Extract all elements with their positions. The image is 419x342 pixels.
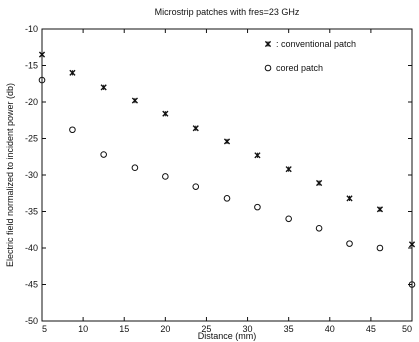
y-tick-label: -45 [25,280,38,290]
legend-marker [264,64,272,72]
cored-point [346,240,353,247]
cored-point [131,164,139,171]
cored-point [69,126,76,134]
cored-point [38,76,46,84]
legend-marker [264,40,272,48]
conventional-point [69,69,76,76]
conventional-point [223,138,231,145]
cored-point [254,203,261,211]
x-tick-label: 10 [78,324,88,334]
x-axis-label: Distance (mm) [198,331,257,341]
cored-point [285,215,292,223]
y-tick-label: -50 [25,316,38,326]
x-tick-label: 45 [366,324,376,334]
y-axis-label: Electric field normalized to incident po… [5,83,15,267]
y-tick-label: -25 [25,134,38,144]
series-conventional [38,51,416,248]
conventional-point [192,125,199,132]
x-tick-label: 25 [201,324,211,334]
y-tick-label: -20 [25,97,38,107]
series-cored [38,76,416,288]
plot-area [41,28,413,322]
cored-point [315,224,323,232]
legend-label: cored patch [276,63,323,73]
conventional-point [162,110,169,117]
cored-point [192,183,200,190]
conventional-point [100,84,107,91]
cored-point [408,281,416,288]
cored-point [223,195,231,202]
chart-title: Microstrip patches with fres=23 GHz [155,7,300,17]
x-tick-label: 35 [284,324,294,334]
data-points [38,51,416,288]
y-tick-label: -10 [25,24,38,34]
y-tick-label: -15 [25,61,38,71]
conventional-point [346,195,353,202]
conventional-point [408,241,416,248]
x-tick-label: 15 [119,324,129,334]
x-tick-label: 40 [325,324,335,334]
y-tick-label: -35 [25,207,38,217]
conventional-point [376,206,384,213]
x-axis: 5 10 15 20 25 30 35 40 45 50 [41,29,413,334]
conventional-point [315,179,323,187]
conventional-point [254,152,261,159]
conventional-point [285,166,292,173]
x-tick-label: 30 [243,324,253,334]
x-tick-label: 50 [402,324,412,334]
conventional-point [131,97,139,104]
cored-point [162,173,169,180]
cored-point [100,151,107,158]
y-tick-label: -30 [25,170,38,180]
cored-point [376,244,384,252]
x-tick-label: 5 [42,324,47,334]
y-axis: -10 -15 -20 -25 -30 -35 -40 -45 -50 [25,24,412,326]
y-tick-label: -40 [25,243,38,253]
x-tick-label: 20 [160,324,170,334]
conventional-point [38,51,46,58]
legend: : conventional patch cored patch [264,39,356,73]
legend-label: : conventional patch [276,39,356,49]
